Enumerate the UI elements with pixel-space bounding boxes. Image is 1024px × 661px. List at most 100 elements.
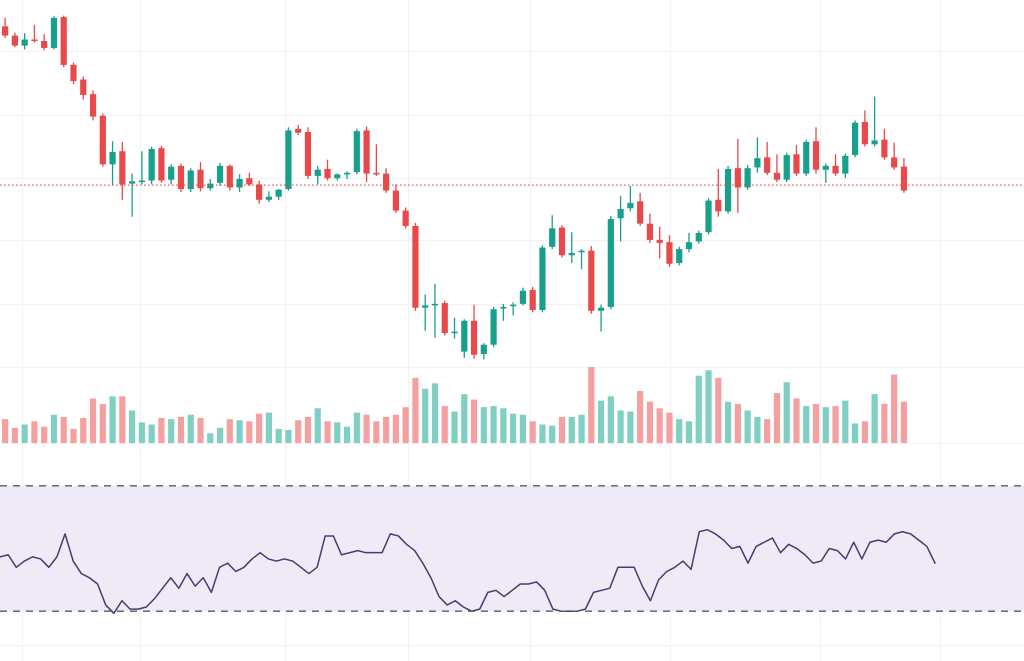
candle-body xyxy=(529,289,536,311)
volume-bar xyxy=(422,388,429,443)
volume-bar xyxy=(265,412,272,443)
oscillator-band xyxy=(0,485,1024,612)
candle-body xyxy=(617,209,624,219)
candle-body xyxy=(373,172,380,175)
candle-body xyxy=(343,172,351,175)
candle xyxy=(451,317,458,339)
candle xyxy=(500,303,507,321)
volume-bar xyxy=(832,406,839,443)
candle xyxy=(197,162,204,192)
candle xyxy=(236,174,243,193)
volume-bar xyxy=(31,421,38,443)
candle-body xyxy=(881,139,888,158)
candle xyxy=(70,62,77,85)
volume-bar xyxy=(822,407,829,443)
candle-body xyxy=(744,168,751,188)
candle-body xyxy=(246,178,253,185)
candle xyxy=(31,24,38,43)
candle xyxy=(900,158,908,193)
volume-bar xyxy=(861,421,868,443)
volume-bar xyxy=(383,416,390,443)
candle-body xyxy=(119,151,126,185)
volume-bar xyxy=(529,421,536,443)
volume-bar xyxy=(21,424,28,443)
candle xyxy=(99,113,106,167)
candle xyxy=(871,96,878,147)
volume-bar xyxy=(168,419,175,443)
candle xyxy=(754,137,761,173)
candle xyxy=(724,165,732,214)
volume-bar xyxy=(851,423,859,443)
candle-body xyxy=(187,170,194,189)
candle-body xyxy=(265,196,272,200)
candle-body xyxy=(70,64,77,82)
candle-body xyxy=(871,140,878,145)
candle xyxy=(304,127,312,179)
candle xyxy=(422,294,429,331)
candle-body xyxy=(549,228,556,247)
candle-body xyxy=(431,303,439,306)
candle-body xyxy=(676,249,683,263)
volume-bar xyxy=(353,412,360,443)
candle xyxy=(353,128,360,175)
candle xyxy=(383,168,390,193)
volume-bar xyxy=(138,422,145,443)
volume-bar xyxy=(793,398,800,443)
volume-bar xyxy=(246,421,253,443)
volume-bar xyxy=(773,393,781,443)
candle-body xyxy=(510,304,517,307)
candle xyxy=(490,306,497,348)
candle xyxy=(695,230,702,244)
candle xyxy=(832,154,839,176)
candle xyxy=(773,154,781,183)
candle-body xyxy=(314,169,321,176)
candle-body xyxy=(724,168,732,212)
volume-bar xyxy=(109,396,116,443)
candle-body xyxy=(470,320,478,355)
volume-bar xyxy=(676,419,683,443)
candle xyxy=(568,232,575,263)
candle-body xyxy=(803,141,810,174)
candle-body xyxy=(793,154,800,174)
candle-body xyxy=(392,190,399,211)
volume-bar xyxy=(431,383,439,443)
volume-bar xyxy=(148,424,155,443)
volume-bar xyxy=(314,408,321,443)
volume-bar xyxy=(646,401,654,443)
oscillator-threshold-lines xyxy=(0,485,1024,612)
candle-body xyxy=(578,250,585,253)
candle xyxy=(558,225,566,258)
candle-body xyxy=(295,128,302,133)
candle xyxy=(285,127,292,191)
candle xyxy=(41,34,48,51)
candle xyxy=(656,226,663,259)
candle-body xyxy=(256,184,263,200)
candlesticks xyxy=(2,15,908,360)
volume-bar xyxy=(558,416,566,443)
candle xyxy=(539,245,546,313)
candle-body xyxy=(109,152,116,165)
candle-body xyxy=(31,39,38,42)
candle-body xyxy=(685,242,693,250)
candle-body xyxy=(275,189,282,197)
candle xyxy=(158,145,165,183)
volume-bar xyxy=(226,419,233,443)
candle-body xyxy=(558,227,566,256)
candle-body xyxy=(89,94,97,117)
candle xyxy=(177,163,185,193)
candle xyxy=(597,304,605,332)
volume-bar xyxy=(392,414,399,443)
volume-bar xyxy=(70,428,77,443)
candle-body xyxy=(490,309,497,345)
candle-body xyxy=(666,242,673,264)
candle xyxy=(607,215,614,310)
candle xyxy=(519,287,527,306)
volume-bars xyxy=(2,367,908,443)
candle xyxy=(216,162,224,186)
candle-body xyxy=(637,201,644,224)
candle xyxy=(129,173,136,217)
candle-body xyxy=(148,148,155,181)
volume-bar xyxy=(216,427,224,443)
volume-bar xyxy=(236,420,243,443)
